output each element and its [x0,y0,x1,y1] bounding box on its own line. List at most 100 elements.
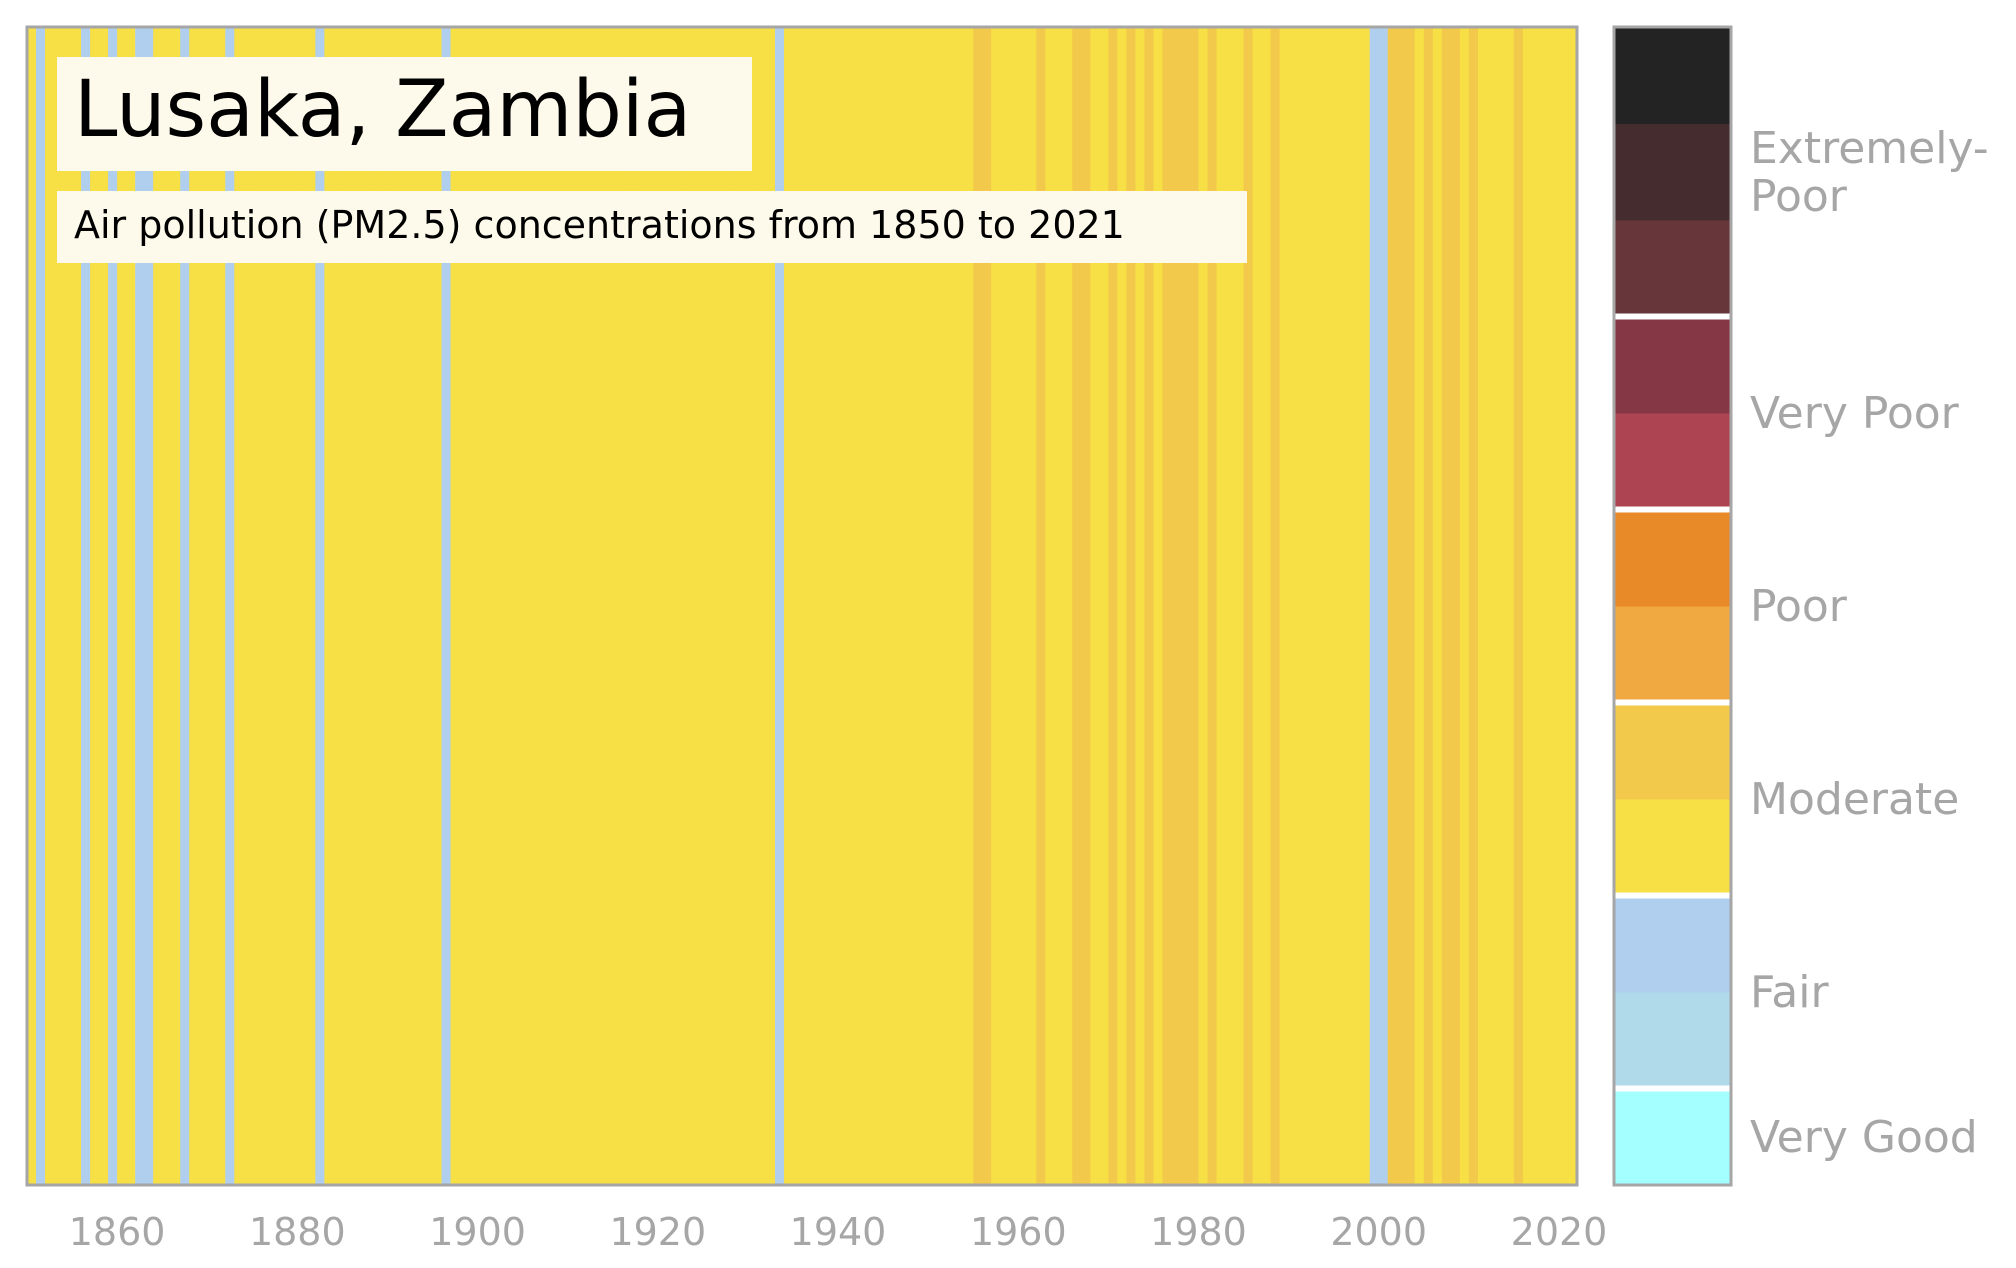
year-stripe-2018 [1540,27,1551,1185]
year-stripe-1975 [1153,27,1164,1185]
year-stripe-1869 [198,27,208,1185]
legend-label-moderate: Moderate [1750,774,1959,825]
title-box: Lusaka, Zambia [57,57,752,171]
year-stripe-1916 [621,27,632,1185]
year-stripe-1907 [540,27,551,1185]
year-stripe-1929 [738,27,749,1185]
year-stripe-1881 [306,27,316,1185]
year-stripe-1936 [802,27,812,1185]
year-stripe-1951 [937,27,947,1185]
year-stripe-2015 [1513,27,1524,1185]
year-stripe-2012 [1486,27,1497,1185]
year-stripe-1913 [594,27,605,1185]
year-stripe-1915 [612,27,623,1185]
year-stripe-1903 [504,27,515,1185]
x-tick-label-2000: 2000 [1330,1210,1427,1254]
year-stripe-1889 [378,27,389,1185]
year-stripe-1986 [1252,27,1263,1185]
year-stripe-1902 [495,27,506,1185]
subtitle-box: Air pollution (PM2.5) concentrations fro… [57,191,1247,263]
legend-swatch-poor-low [1614,606,1731,703]
legend-swatch-extremely-poor-mid [1614,123,1731,221]
year-stripe-1897 [450,27,461,1185]
x-tick-label-1880: 1880 [249,1210,346,1254]
year-stripe-2019 [1549,27,1560,1185]
year-stripe-2001 [1387,27,1398,1185]
year-stripe-1895 [432,27,443,1185]
year-stripe-1853 [54,27,64,1185]
year-stripe-1978 [1180,27,1191,1185]
year-stripe-1860 [117,27,127,1185]
year-stripe-1886 [351,27,362,1185]
year-stripe-2009 [1459,27,1470,1185]
year-stripe-1925 [702,27,713,1185]
year-stripe-1994 [1324,27,1335,1185]
year-stripe-1892 [405,27,416,1185]
year-stripe-1862 [135,27,145,1185]
year-stripe-1930 [747,27,758,1185]
year-stripe-1995 [1333,27,1344,1185]
year-stripe-1887 [360,27,371,1185]
year-stripe-1952 [946,27,956,1185]
year-stripe-2017 [1531,27,1542,1185]
year-stripe-1937 [811,27,821,1185]
legend-swatch-fair-high [1614,895,1731,993]
legend-labels: Very Good Fair Moderate Poor Very Poor Extrem… [1750,123,1989,1163]
year-stripe-1977 [1171,27,1182,1185]
year-stripe-1950 [928,27,938,1185]
year-stripe-1970 [1108,27,1119,1185]
year-stripe-1920 [657,27,668,1185]
year-stripe-1956 [982,27,992,1185]
year-stripe-1998 [1360,27,1371,1185]
year-stripe-1947 [901,27,911,1185]
year-stripe-2000 [1378,27,1389,1185]
subtitle-background [57,191,1247,263]
year-stripe-1894 [423,27,434,1185]
year-stripe-1942 [856,27,866,1185]
year-stripe-1974 [1144,27,1155,1185]
year-stripe-1924 [693,27,704,1185]
year-stripe-1972 [1126,27,1137,1185]
year-stripe-1982 [1216,27,1227,1185]
year-stripe-1980 [1198,27,1209,1185]
year-stripe-1867 [180,27,190,1185]
year-stripe-2020 [1558,27,1569,1185]
year-stripe-1946 [892,27,902,1185]
legend-colorbar [1614,27,1731,1186]
x-tick-label-1860: 1860 [69,1210,166,1254]
year-stripe-1878 [279,27,289,1185]
year-stripe-1870 [207,27,217,1185]
year-stripe-1918 [639,27,650,1185]
chart-subtitle: Air pollution (PM2.5) concentrations fro… [74,203,1125,247]
year-stripe-1890 [387,27,398,1185]
year-stripe-2002 [1396,27,1407,1185]
year-stripe-1953 [955,27,965,1185]
year-stripe-1983 [1225,27,1236,1185]
year-stripe-1961 [1027,27,1037,1185]
year-stripe-2004 [1414,27,1425,1185]
year-stripe-1898 [459,27,470,1185]
year-stripe-1928 [729,27,740,1185]
year-stripe-1882 [315,27,325,1185]
year-stripe-1935 [792,27,803,1185]
year-stripe-1921 [666,27,677,1185]
year-stripe-1871 [216,27,226,1185]
legend-swatch-poor-high [1614,509,1731,607]
year-stripe-1899 [468,27,479,1185]
year-stripe-1985 [1243,27,1254,1185]
legend-label-poor: Poor [1750,581,1848,632]
year-stripe-2005 [1423,27,1434,1185]
year-stripe-1873 [234,27,244,1185]
year-stripe-1888 [369,27,380,1185]
legend-separator [1614,313,1731,320]
year-stripe-1991 [1297,27,1308,1185]
year-stripe-2007 [1441,27,1452,1185]
year-stripe-1981 [1207,27,1218,1185]
year-stripe-2003 [1405,27,1416,1185]
x-axis-ticks: 1860 1880 1900 1920 1940 1960 1980 2000 2020 [69,1210,1608,1254]
year-stripe-1955 [973,27,983,1185]
x-tick-label-1940: 1940 [790,1210,887,1254]
year-stripe-1851 [36,27,46,1185]
year-stripe-1963 [1045,27,1055,1185]
